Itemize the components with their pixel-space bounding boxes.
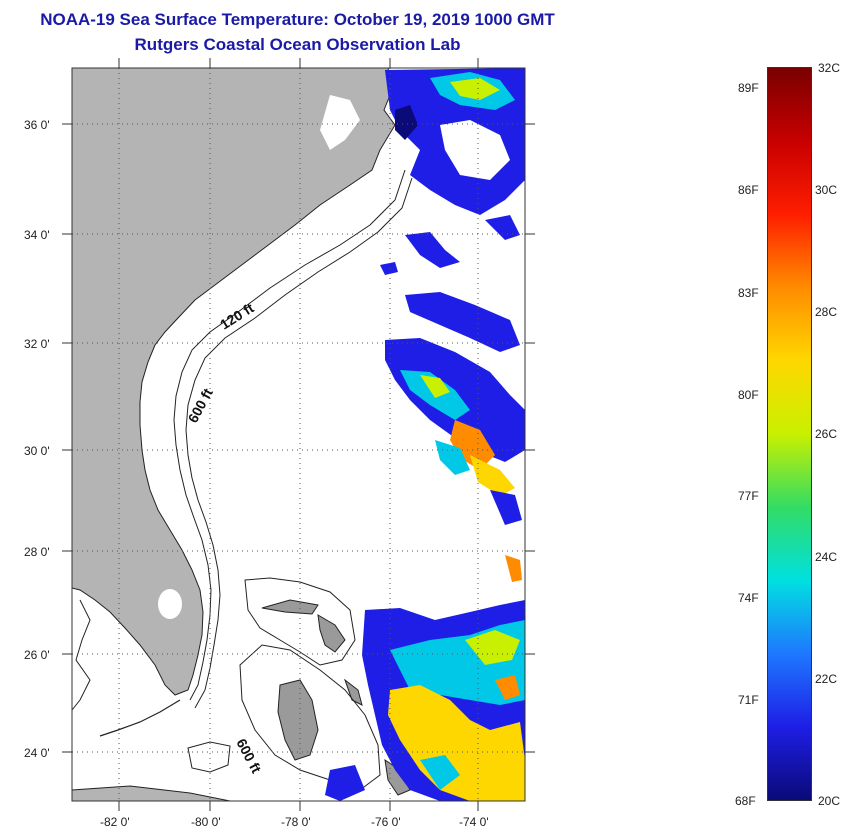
lat-label-26: 26 0'	[24, 648, 50, 662]
lon-label-76: -76 0'	[371, 815, 401, 829]
colorbar-label-28c: 28C	[815, 305, 838, 319]
lat-label-30: 30 0'	[24, 444, 50, 458]
abaco	[317, 614, 346, 653]
lat-label-36: 36 0'	[24, 118, 50, 132]
lat-label-34: 34 0'	[24, 228, 50, 242]
colorbar-label-89f: 89F	[738, 81, 759, 95]
colorbar-label-32c: 32C	[818, 61, 841, 75]
bahamas-bank-contour	[244, 577, 356, 666]
colorbar-label-71f: 71F	[738, 693, 759, 707]
lon-label-78: -78 0'	[281, 815, 311, 829]
lon-label-74: -74 0'	[459, 815, 489, 829]
florida-keys	[99, 699, 181, 737]
eleuthera	[343, 678, 363, 706]
colorbar-label-77f: 77F	[738, 489, 759, 503]
colorbar-label-68f: 68F	[735, 794, 756, 808]
colorbar-label-86f: 86F	[738, 183, 759, 197]
lon-label-80: -80 0'	[191, 815, 221, 829]
map-frame	[71, 67, 526, 802]
grand-bahama	[261, 599, 319, 615]
colorbar-label-83f: 83F	[738, 286, 759, 300]
lon-label-82: -82 0'	[100, 815, 130, 829]
contour-120ft	[173, 169, 406, 701]
colorbar-label-24c: 24C	[815, 550, 838, 564]
map-title: NOAA-19 Sea Surface Temperature: October…	[40, 10, 555, 29]
lake-okeechobee	[158, 589, 182, 619]
map-ticks	[62, 58, 535, 811]
colorbar-label-20c: 20C	[818, 794, 841, 808]
colorbar-label-30c: 30C	[815, 183, 838, 197]
great-bahama-bank-contour	[239, 644, 381, 791]
cuba-land	[72, 785, 231, 801]
colorbar-label-80f: 80F	[738, 388, 759, 402]
map-subtitle: Rutgers Coastal Ocean Observation Lab	[134, 35, 461, 54]
lat-label-24: 24 0'	[24, 746, 50, 760]
map-gridlines	[72, 68, 525, 801]
colorbar-label-22c: 22C	[815, 672, 838, 686]
cay-sal-contour	[187, 741, 231, 773]
sst-data-layer	[325, 68, 525, 801]
colorbar-label-74f: 74F	[738, 591, 759, 605]
contour-600ft	[185, 177, 413, 709]
temperature-colorbar	[767, 67, 812, 801]
lat-label-28: 28 0'	[24, 545, 50, 559]
andros	[277, 679, 319, 761]
colorbar-label-26c: 26C	[815, 427, 838, 441]
lat-label-32: 32 0'	[24, 337, 50, 351]
